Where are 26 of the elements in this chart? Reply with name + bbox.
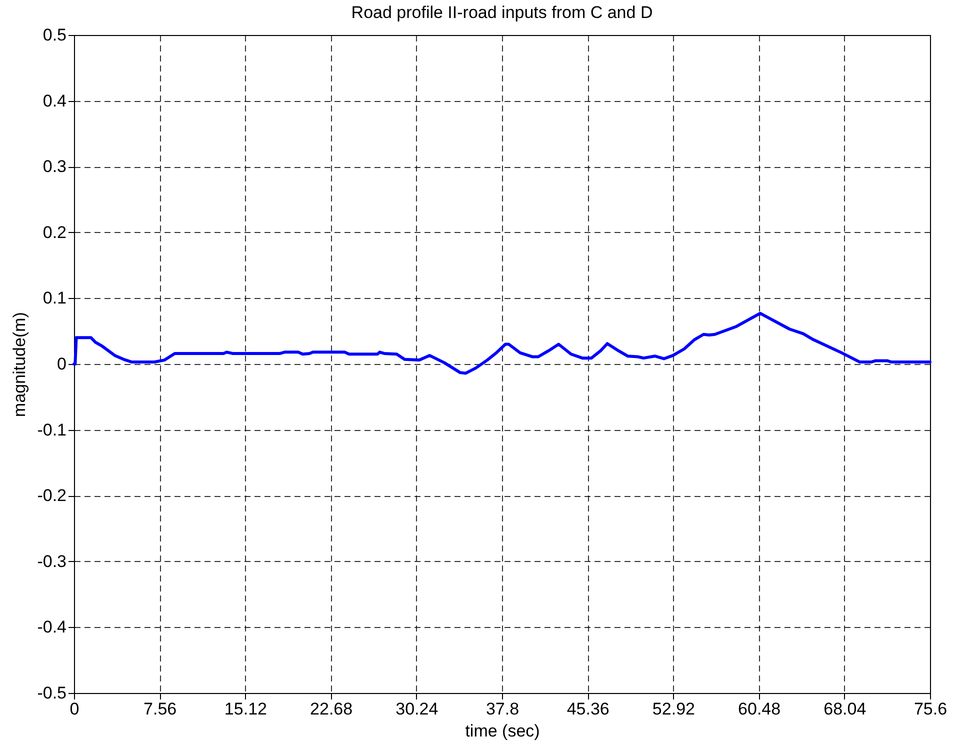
x-axis-title: time (sec) [465,722,540,740]
chart-title: Road profile II-road inputs from C and D [351,3,653,22]
y-tick-label: -0.1 [37,420,66,440]
x-tick-label: 45.36 [566,700,610,718]
x-tick-label: 30.24 [396,700,438,718]
y-tick-label: 0.5 [42,26,66,44]
x-tick-label: 22.68 [310,700,353,718]
y-tick-label: -0.5 [37,684,66,702]
y-tick-label: 0.2 [42,222,66,242]
y-tick-label: 0.3 [42,157,66,176]
x-tick-label: 0 [70,700,80,718]
line-series [72,312,932,375]
x-tick-label: 52.92 [652,700,695,718]
y-tick-label: 0 [57,354,66,374]
x-tick-label: 37.8 [486,700,520,718]
x-tick-label: 75.6 [914,700,948,718]
x-tick-label: 68.04 [824,700,866,718]
x-tick-label: 15.12 [224,700,267,718]
y-tick-label: -0.2 [37,486,66,506]
y-tick-label: -0.3 [37,552,66,571]
y-axis-title: magnitude(m) [10,312,30,417]
y-tick-label: -0.4 [37,618,66,637]
x-tick-label: 60.48 [738,700,781,718]
x-tick-label: 7.56 [144,700,177,718]
y-tick-label: 0.4 [42,91,66,110]
y-tick-label: 0.1 [42,288,66,308]
